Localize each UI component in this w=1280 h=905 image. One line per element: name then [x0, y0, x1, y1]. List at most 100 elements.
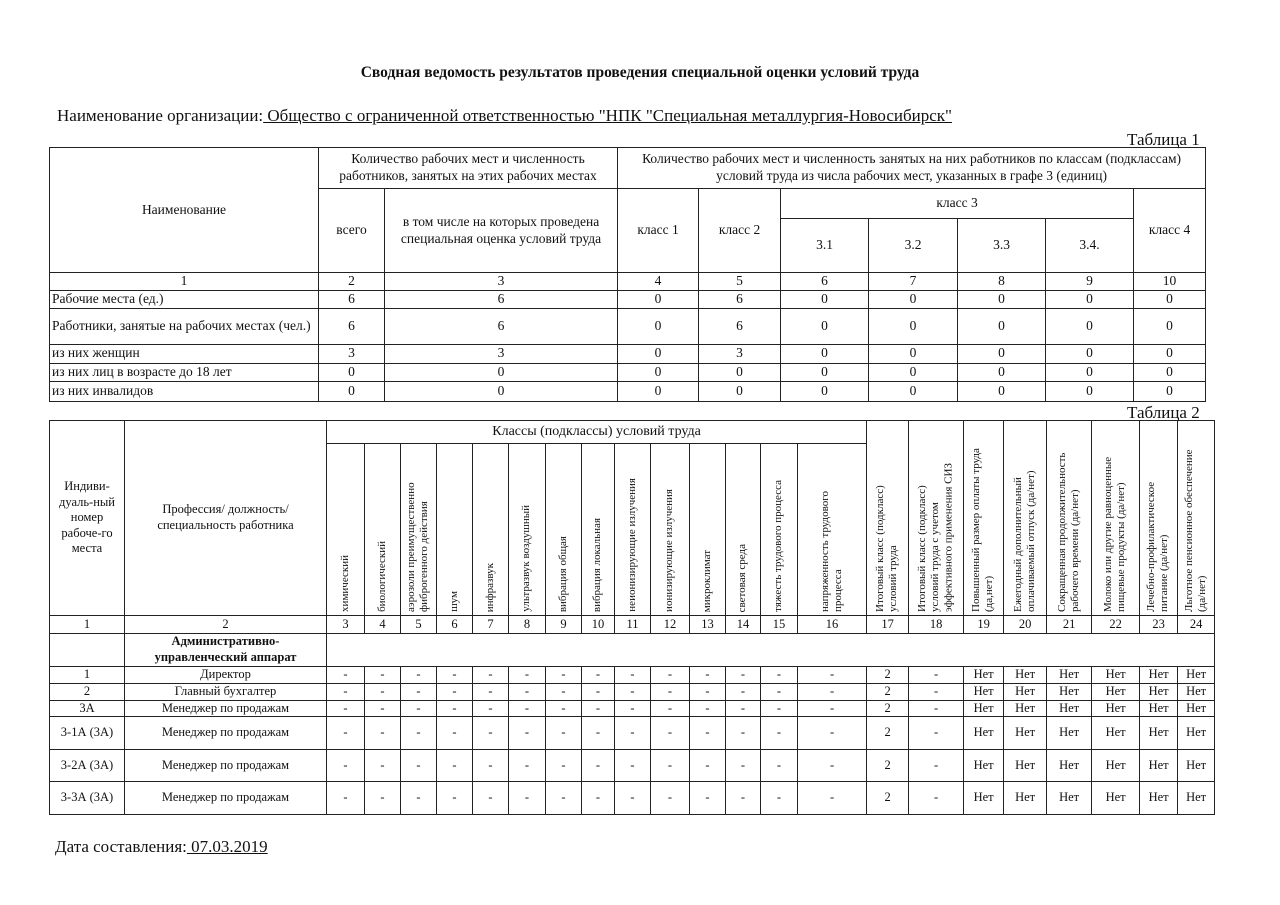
guarantee-value: Нет: [1046, 699, 1093, 718]
factor-class: -: [400, 683, 437, 701]
header-factor: вибрация локальная: [581, 443, 615, 616]
header-class4: класс 4: [1133, 188, 1207, 273]
cell-value: 0: [617, 380, 700, 402]
cell-value: 0: [957, 290, 1047, 309]
column-number: 2: [318, 272, 385, 291]
column-number: 8: [957, 272, 1047, 291]
cell-value: 0: [957, 362, 1047, 382]
column-number: 5: [400, 615, 437, 634]
cell-value: 0: [868, 362, 959, 382]
final-class: 2: [866, 716, 910, 751]
header-factor: микроклимат: [689, 443, 726, 616]
factor-class: -: [472, 666, 509, 684]
guarantee-value: Нет: [1139, 666, 1179, 684]
factor-class: -: [400, 749, 437, 783]
cell-value: 0: [868, 380, 959, 402]
final-class: 2: [866, 749, 910, 783]
cell-value: 0: [868, 343, 959, 364]
guarantee-value: Нет: [1046, 781, 1093, 816]
guarantee-value: Нет: [1003, 666, 1048, 684]
column-number: 6: [436, 615, 473, 634]
header-factor: биологический: [364, 443, 401, 616]
column-number: 18: [908, 615, 965, 634]
header-factor: напряженность трудового процесса: [796, 443, 868, 616]
header-sub: 3.2: [868, 218, 959, 273]
cell-value: 0: [1133, 380, 1207, 402]
factor-class: -: [760, 781, 798, 816]
column-numbers-row: 1 2 3 4 5 6 7 8 9 10 11 12 13 14 15 16 17 18 19 20 21 22 23 24: [49, 615, 1216, 634]
row-label: из них лиц в возрасте до 18 лет: [49, 362, 319, 382]
final-class: 2: [866, 781, 910, 816]
column-number: 4: [364, 615, 401, 634]
cell-value: 0: [1133, 307, 1207, 345]
table-row: 3-1А (3А) Менеджер по продажам - - - - - - - - - - -…: [49, 716, 1216, 751]
column-number: 14: [725, 615, 761, 634]
factor-class: -: [650, 699, 690, 718]
guarantee-value: Нет: [1003, 683, 1048, 701]
factor-class: -: [760, 749, 798, 783]
factor-class: -: [364, 699, 401, 718]
profession: Менеджер по продажам: [124, 781, 327, 816]
column-number: 17: [866, 615, 910, 634]
guarantee-value: Нет: [1003, 699, 1048, 718]
cell-value: 0: [1045, 307, 1135, 345]
workplace-id: 3-1А (3А): [49, 716, 125, 751]
factor-class: -: [508, 781, 546, 816]
final-class-siz: -: [908, 699, 965, 718]
header-result-5: Молоко или другие равноценные пищевые пр…: [1091, 420, 1141, 616]
column-number: 3: [326, 615, 365, 634]
column-number: 9: [545, 615, 582, 634]
cell-value: 0: [780, 290, 870, 309]
column-number: 10: [581, 615, 615, 634]
header-factor: ультразвук воздушный: [508, 443, 546, 616]
final-class: 2: [866, 666, 910, 684]
cell-value: 0: [617, 362, 700, 382]
cell-value: 0: [698, 380, 782, 402]
cell-value: 0: [617, 307, 700, 345]
cell-value: 0: [383, 380, 619, 402]
guarantee-value: Нет: [1177, 781, 1216, 816]
final-class-siz: -: [908, 781, 965, 816]
factor-class: -: [725, 666, 761, 684]
header-factor: неионизирующие излучения: [614, 443, 651, 616]
factor-class: -: [689, 781, 726, 816]
guarantee-value: Нет: [1177, 749, 1216, 783]
table-row: 3-3А (3А) Менеджер по продажам - - - - - - - - - - -…: [49, 781, 1216, 816]
final-class: 2: [866, 683, 910, 701]
row-label: Рабочие места (ед.): [49, 290, 319, 309]
header-result-3: Ежегодный дополнительный оплачиваемый от…: [1003, 420, 1048, 616]
column-number: 1: [49, 615, 125, 634]
table-row: из них лиц в возрасте до 18 лет 0 0 0 0 0 0 0 0 0: [49, 362, 1207, 382]
table-row: Работники, занятые на рабочих местах (че…: [49, 307, 1207, 345]
factor-class: -: [472, 683, 509, 701]
header-factor: шум: [436, 443, 473, 616]
column-number: 20: [1003, 615, 1048, 634]
column-number: 7: [868, 272, 959, 291]
factor-class: -: [650, 716, 690, 751]
header-classes: Классы (подклассы) условий труда: [325, 420, 868, 444]
column-number: 16: [796, 615, 868, 634]
factor-class: -: [472, 699, 509, 718]
guarantee-value: Нет: [1139, 781, 1179, 816]
factor-class: -: [796, 716, 868, 751]
final-class-siz: -: [908, 716, 965, 751]
header-result-0: Итоговый класс (подкласс) условий труда: [866, 420, 910, 616]
table1-summary: Наименование Количество рабочих мест и ч…: [49, 147, 1207, 402]
cell-value: 0: [1045, 380, 1135, 402]
guarantee-value: Нет: [1046, 716, 1093, 751]
cell-value: 0: [780, 307, 870, 345]
factor-class: -: [689, 666, 726, 684]
factor-class: -: [581, 749, 615, 783]
factor-class: -: [725, 683, 761, 701]
column-number: 19: [963, 615, 1005, 634]
cell-value: 0: [868, 290, 959, 309]
header-sub: 3.1: [780, 218, 870, 273]
cell-value: 0: [1133, 362, 1207, 382]
table-row: 2 Главный бухгалтер - - - - - - - - - - - - - -2- Нет Нет…: [49, 683, 1216, 701]
guarantee-value: Нет: [1139, 716, 1179, 751]
factor-class: -: [725, 781, 761, 816]
column-number: 24: [1177, 615, 1216, 634]
factor-class: -: [400, 699, 437, 718]
cell-value: 3: [698, 343, 782, 364]
factor-class: -: [326, 716, 365, 751]
